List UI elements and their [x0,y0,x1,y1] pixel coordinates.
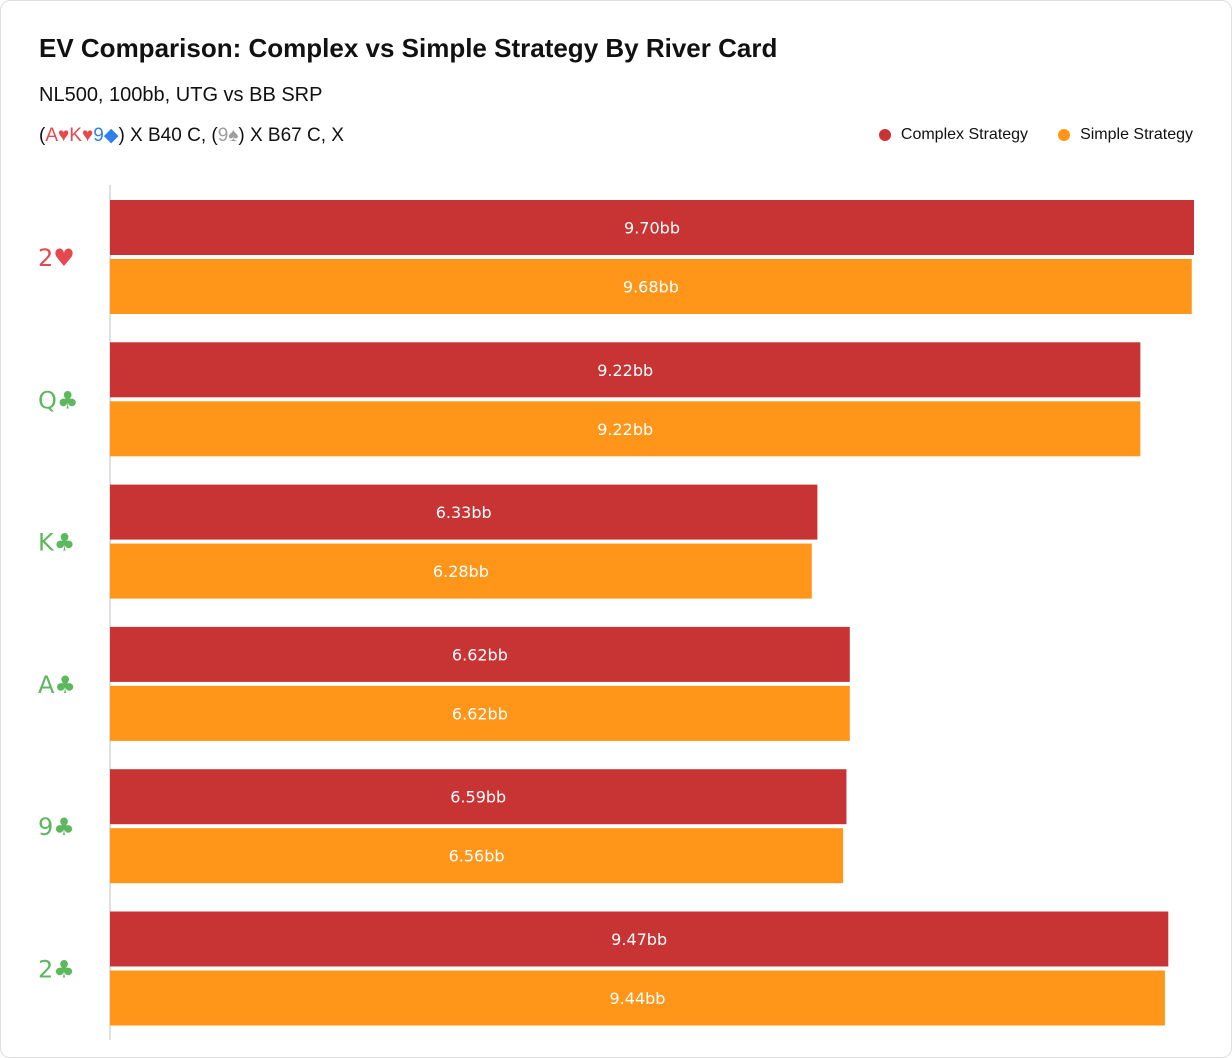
legend-swatch-complex [878,129,891,141]
bar-complex-1[interactable] [110,342,1141,398]
bar-label-simple-3: 6.62bb [452,704,508,723]
legend-swatch-simple [1058,129,1071,141]
category-label-2: K♣ [38,529,75,557]
legend-item-simple[interactable]: Simple Strategy [1058,126,1193,144]
bar-label-complex-5: 9.47bb [611,930,667,949]
bar-label-complex-1: 9.22bb [597,361,653,380]
legend-label-complex: Complex Strategy [900,126,1029,143]
chart-title: EV Comparison: Complex vs Simple Strateg… [39,33,778,63]
category-label-1: Q♣ [38,386,78,414]
bar-simple-0[interactable] [110,259,1192,314]
bar-label-simple-5: 9.44bb [610,989,666,1008]
bar-label-simple-1: 9.22bb [597,420,653,439]
legend-label-simple: Simple Strategy [1080,126,1193,143]
board-card-1: A♥ [45,125,70,146]
legend-item-complex[interactable]: Complex Strategy [878,126,1029,144]
bar-complex-4[interactable] [110,769,847,825]
board-card-2: K♥ [69,125,94,146]
bar-complex-3[interactable] [110,626,850,682]
bar-label-complex-4: 6.59bb [450,788,506,807]
bar-simple-4[interactable] [110,828,844,884]
category-label-3: A♣ [38,671,76,699]
bar-label-simple-4: 6.56bb [449,847,505,866]
bar-simple-2[interactable] [110,543,812,599]
bar-label-simple-0: 9.68bb [623,278,679,297]
bar-complex-0[interactable] [110,200,1194,255]
bar-complex-5[interactable] [110,911,1169,967]
category-label-5: 2♣ [38,956,75,984]
board-card-3: 9◆ [93,125,119,146]
turn-card: 9♠ [217,125,239,146]
bar-simple-5[interactable] [110,970,1165,1026]
bar-complex-2[interactable] [110,484,818,540]
category-label-4: 9♣ [38,813,75,841]
action-line: (A♥K♥9◆) X B40 C, (9♠) X B67 C, X [39,125,344,146]
bar-label-simple-2: 6.28bb [433,562,489,581]
legend: Complex Strategy Simple Strategy [878,126,1193,144]
chart-subtitle: NL500, 100bb, UTG vs BB SRP [39,84,323,106]
bar-label-complex-3: 6.62bb [452,645,508,664]
category-label-0: 2♥ [38,244,75,272]
bar-simple-1[interactable] [110,401,1141,457]
bar-label-complex-2: 6.33bb [436,503,492,522]
bar-simple-3[interactable] [110,685,850,741]
bar-label-complex-0: 9.70bb [624,219,680,238]
